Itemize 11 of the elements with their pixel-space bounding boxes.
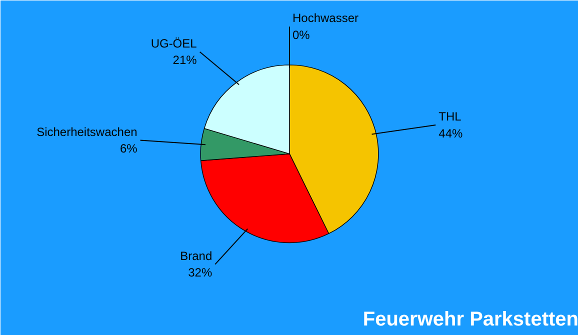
slice-label: THL (438, 110, 462, 124)
data-label: 21% (172, 53, 198, 68)
category-label: Hochwasser (292, 11, 359, 26)
data-label: 44% (438, 126, 463, 140)
data-label: 32% (188, 266, 212, 280)
text: Feuerwehr Parkstetten (362, 308, 578, 330)
slice-label: UG-ÖEL (150, 36, 198, 50)
data-label: 6% (120, 142, 138, 156)
text: 0% (292, 28, 310, 42)
slice-label: Brand (180, 248, 212, 263)
slice-label: Sicherheitswachen (36, 124, 138, 139)
